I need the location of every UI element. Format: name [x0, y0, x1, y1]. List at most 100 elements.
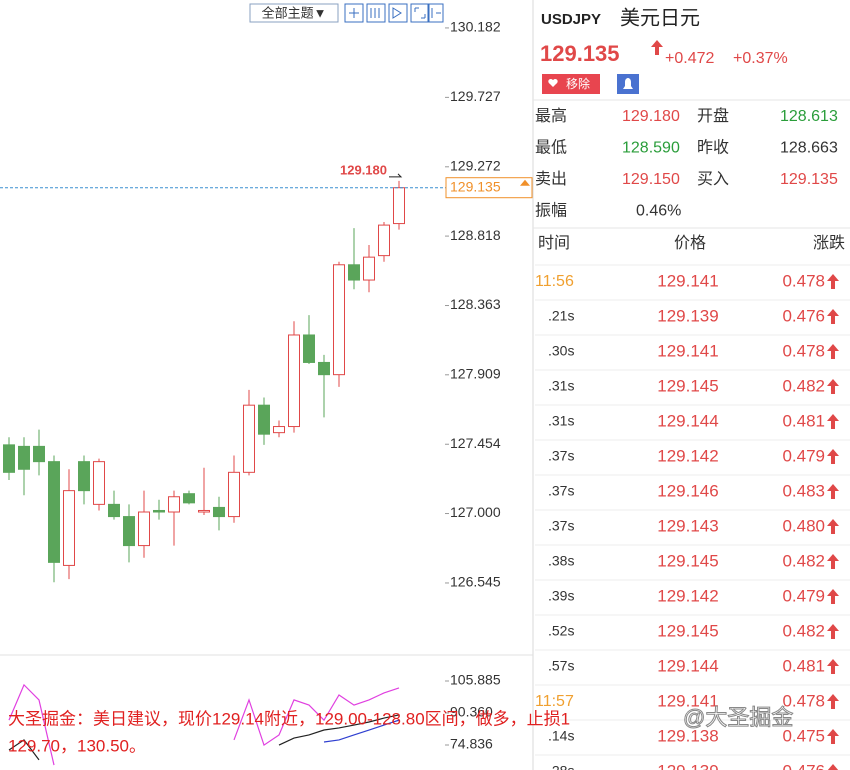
y-tick-label: 105.885	[450, 672, 501, 688]
candle-body	[123, 516, 135, 547]
stat-value: 128.613	[780, 108, 838, 125]
last-price: 129.135	[540, 41, 620, 66]
high-marker	[389, 173, 403, 178]
price-change: +0.472	[665, 50, 714, 67]
trade-price: 129.145	[657, 621, 718, 640]
stat-value: 129.180	[622, 108, 680, 125]
y-tick-label: 90.360	[450, 704, 493, 720]
trade-change: 0.480	[782, 516, 825, 535]
trades-header: 涨跌	[813, 234, 845, 252]
indicator-panel	[8, 683, 400, 766]
symbol-name: 美元日元	[620, 7, 700, 30]
remove-button[interactable]	[542, 74, 600, 94]
trade-time: .37s	[548, 448, 574, 464]
up-arrow-icon	[827, 729, 839, 744]
trade-change: 0.481	[782, 411, 825, 430]
price-change-pct: +0.37%	[733, 50, 788, 67]
stat-value: 129.135	[780, 171, 838, 188]
stat-label: 卖出	[535, 170, 567, 188]
trade-price: 129.139	[657, 306, 718, 325]
trade-time: .37s	[548, 518, 574, 534]
toolbar-icons	[344, 3, 444, 23]
icon-button[interactable]	[344, 3, 364, 23]
candle-body	[378, 224, 390, 257]
y-tick-label: 128.818	[450, 227, 501, 243]
indicator-line	[8, 714, 400, 761]
heart-icon	[548, 78, 558, 87]
price-panel: 129.180	[3, 162, 405, 583]
quote-panel: 最高 129.180 开盘 128.613 最低 128.590 昨收 128.663 卖出 12…	[535, 106, 850, 770]
last-price-label: 129.135	[450, 178, 501, 194]
trade-time: .37s	[548, 483, 574, 499]
trade-time: .31s	[548, 378, 574, 394]
stat-value: 129.150	[622, 171, 680, 188]
trade-change: 0.483	[782, 481, 825, 500]
last-price-box	[445, 177, 533, 199]
icon-glyphs	[349, 7, 441, 19]
trades-header: 价格	[674, 234, 706, 252]
trade-price: 129.146	[657, 481, 718, 500]
up-arrow-icon	[827, 274, 839, 289]
up-arrow-icon	[827, 519, 839, 534]
trade-price: 129.145	[657, 551, 718, 570]
stat-label: 昨收	[697, 139, 729, 157]
y-tick-label: 130.182	[450, 19, 501, 35]
y-tick-label: 127.909	[450, 366, 501, 382]
trade-change: 0.478	[782, 691, 825, 710]
y-tick-label: 127.454	[450, 435, 501, 451]
axes: 130.182 129.727 129.272 128.818 128.363 127.9…	[445, 19, 501, 752]
trade-price: 129.144	[657, 656, 718, 675]
stat-label: 最高	[535, 107, 567, 125]
y-tick-label: 126.545	[450, 574, 501, 590]
up-arrow-icon	[827, 764, 839, 770]
up-arrow-icon	[827, 589, 839, 604]
trade-price: 129.144	[657, 411, 718, 430]
up-arrow-icon	[827, 484, 839, 499]
candle-body	[258, 404, 270, 435]
candle-body	[93, 461, 105, 505]
candle-body	[48, 461, 60, 563]
trade-change: 0.478	[782, 341, 825, 360]
y-tick-label: 128.363	[450, 296, 501, 312]
remove-button-label[interactable]: 移除	[566, 76, 590, 91]
trade-change: 0.476	[782, 306, 825, 325]
candle-body	[168, 496, 180, 513]
icon-button[interactable]	[410, 3, 430, 23]
trade-change: 0.476	[782, 761, 825, 770]
high-annotation: 129.180	[340, 162, 387, 177]
trade-change: 0.482	[782, 376, 825, 395]
candle-body	[318, 361, 330, 376]
candle-body	[273, 426, 285, 434]
trade-change: 0.478	[782, 271, 825, 290]
y-tick-label: 127.000	[450, 504, 501, 520]
trade-price: 129.145	[657, 376, 718, 395]
candle-body	[108, 503, 120, 518]
bell-icon	[623, 78, 633, 89]
trade-change: 0.479	[782, 586, 825, 605]
trade-price: 129.142	[657, 586, 718, 605]
trade-change: 0.482	[782, 551, 825, 570]
theme-button[interactable]	[249, 3, 339, 23]
icon-button[interactable]	[427, 3, 444, 23]
stat-label: 振幅	[535, 202, 567, 220]
icon-button[interactable]	[388, 3, 408, 23]
trade-price: 129.139	[657, 761, 718, 770]
trade-change: 0.482	[782, 621, 825, 640]
trade-time: 11:56	[535, 273, 574, 290]
icon-button[interactable]	[366, 3, 386, 23]
watermark: @大圣掘金	[683, 705, 793, 730]
theme-button-label[interactable]: 全部主题▼	[262, 5, 327, 20]
trade-time: .28s	[548, 763, 574, 770]
up-arrow-icon	[827, 554, 839, 569]
trade-price: 129.141	[657, 341, 718, 360]
stat-value: 0.46%	[636, 203, 681, 220]
candle-body	[363, 256, 375, 281]
up-arrow-icon	[827, 659, 839, 674]
stat-label: 最低	[535, 139, 567, 157]
stat-label: 开盘	[697, 106, 729, 125]
candle-body	[63, 490, 75, 566]
trade-time: .52s	[548, 623, 574, 639]
up-arrow-icon	[827, 309, 839, 324]
